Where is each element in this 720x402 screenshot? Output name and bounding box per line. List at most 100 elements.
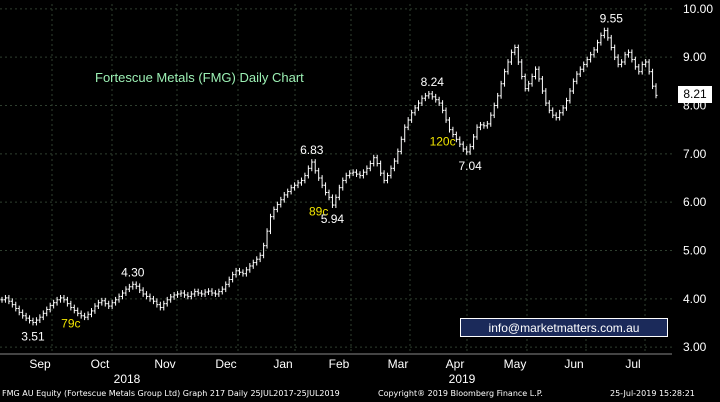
- price-bar: [265, 228, 269, 249]
- month-label: Jul: [625, 357, 640, 371]
- y-tick-label: 6.00: [683, 195, 707, 209]
- price-bar: [48, 302, 52, 313]
- price-bar: [131, 281, 135, 290]
- price-bar: [410, 109, 414, 123]
- price-bar: [620, 59, 624, 68]
- annotation-label: 4.30: [121, 265, 145, 279]
- price-bar: [217, 288, 221, 297]
- year-label: 2018: [114, 372, 141, 386]
- month-label: Jun: [564, 357, 583, 371]
- price-series: [0, 27, 658, 326]
- chart-title: Fortescue Metals (FMG) Daily Chart: [95, 70, 304, 85]
- price-bar: [114, 296, 118, 306]
- price-bar: [475, 124, 479, 140]
- price-bar: [616, 54, 620, 68]
- price-bar: [286, 188, 290, 198]
- price-bar: [148, 293, 152, 302]
- price-bar: [523, 73, 527, 92]
- annotation-label: 89c: [309, 204, 328, 218]
- contact-email-box[interactable]: info@marketmatters.com.au: [460, 318, 668, 337]
- price-bar: [86, 311, 90, 321]
- price-bar: [561, 105, 565, 116]
- price-bar: [520, 59, 524, 80]
- price-bar: [509, 49, 513, 65]
- price-bar: [14, 301, 18, 312]
- price-bar: [272, 206, 276, 220]
- price-bar: [145, 291, 149, 300]
- price-bar: [241, 269, 245, 277]
- price-bar: [485, 120, 489, 129]
- price-bar: [461, 141, 465, 152]
- price-bar: [571, 78, 575, 94]
- month-label: Apr: [446, 357, 465, 371]
- price-bar: [103, 297, 107, 307]
- y-tick-label: 9.00: [683, 50, 707, 64]
- price-bar: [337, 184, 341, 201]
- price-bar: [210, 288, 214, 296]
- price-bar: [134, 281, 138, 290]
- price-bar: [0, 296, 4, 303]
- price-bar: [234, 267, 238, 278]
- price-bar: [406, 117, 410, 131]
- price-bar: [403, 124, 407, 143]
- price-bar: [165, 296, 169, 307]
- price-bar: [489, 112, 493, 127]
- price-bar: [386, 172, 390, 184]
- price-bar: [203, 289, 207, 297]
- price-bar: [303, 172, 307, 184]
- price-bar: [361, 169, 365, 179]
- price-bar: [334, 194, 338, 208]
- price-bar: [227, 276, 231, 288]
- bloomberg-footer: FMG AU Equity (Fortescue Metals Group Lt…: [0, 386, 720, 402]
- price-bar: [392, 158, 396, 172]
- price-bar: [155, 298, 159, 308]
- price-bar: [189, 291, 193, 300]
- price-bar: [55, 296, 59, 306]
- price-bar: [592, 47, 596, 58]
- price-bar: [93, 303, 97, 314]
- price-bar: [262, 242, 266, 259]
- price-bar: [444, 107, 448, 123]
- last-price-badge: 8.21: [678, 86, 712, 103]
- price-bar: [389, 165, 393, 179]
- footer-left: FMG AU Equity (Fortescue Metals Group Lt…: [2, 389, 340, 398]
- price-bar: [554, 112, 558, 121]
- price-bar: [158, 301, 162, 311]
- price-bar: [248, 263, 252, 273]
- price-bar: [630, 49, 634, 63]
- price-bar: [220, 286, 224, 295]
- price-bar: [623, 51, 627, 65]
- price-bar: [100, 297, 104, 306]
- price-bar: [454, 131, 458, 143]
- price-bar: [527, 80, 531, 92]
- price-bar: [465, 146, 469, 155]
- price-bar: [107, 300, 111, 309]
- price-bar: [447, 117, 451, 133]
- price-bar: [21, 309, 25, 319]
- price-bar: [640, 61, 644, 75]
- price-bar: [231, 271, 235, 283]
- price-bar: [547, 100, 551, 114]
- month-label: Dec: [215, 357, 236, 371]
- price-bar: [344, 172, 348, 184]
- y-tick-label: 7.00: [683, 147, 707, 161]
- price-bar: [585, 56, 589, 68]
- price-bar: [644, 59, 648, 68]
- price-bar: [282, 192, 286, 203]
- price-bar: [213, 290, 217, 297]
- year-label: 2019: [449, 372, 476, 386]
- price-bar: [306, 165, 310, 179]
- price-bar: [478, 121, 482, 131]
- price-bar: [372, 154, 376, 167]
- price-bar: [578, 66, 582, 77]
- price-bar: [59, 294, 63, 303]
- price-bar: [358, 171, 362, 179]
- price-bar: [416, 100, 420, 111]
- price-bar: [599, 32, 603, 46]
- price-bar: [651, 68, 655, 90]
- price-bar: [317, 167, 321, 181]
- price-bar: [379, 160, 383, 177]
- price-bar: [238, 267, 242, 276]
- month-label: Mar: [388, 357, 409, 371]
